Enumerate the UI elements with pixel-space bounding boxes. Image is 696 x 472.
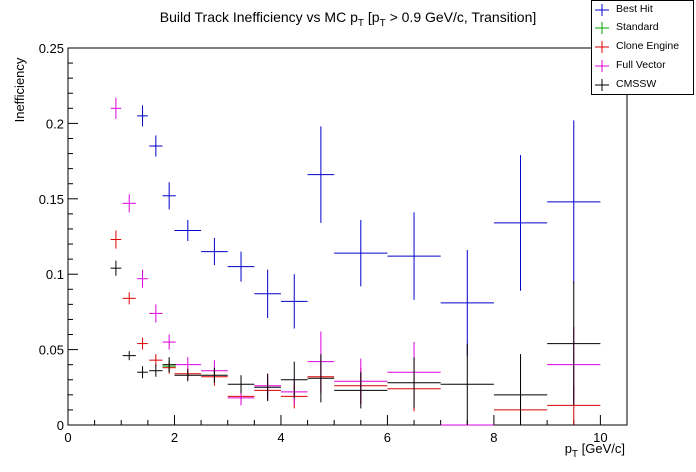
data-point-cmssw bbox=[307, 354, 335, 403]
plot-frame bbox=[67, 47, 628, 426]
data-point-best-hit bbox=[280, 274, 308, 329]
data-point-cmssw bbox=[493, 354, 548, 425]
legend-label-cmssw: CMSSW bbox=[616, 78, 657, 90]
data-point-best-hit bbox=[162, 182, 176, 210]
data-point-best-hit bbox=[493, 155, 548, 291]
data-point-cmssw bbox=[110, 260, 122, 276]
data-point-cmssw bbox=[149, 364, 163, 377]
x-tick-label: 8 bbox=[490, 430, 497, 445]
data-point-cmssw bbox=[334, 372, 388, 409]
data-point-full-vector bbox=[137, 269, 148, 288]
data-point-best-hit bbox=[227, 251, 255, 282]
x-tick-label: 4 bbox=[277, 430, 284, 445]
data-point-cmssw bbox=[387, 357, 441, 409]
data-point-cmssw bbox=[254, 373, 281, 401]
data-point-clone-engine bbox=[110, 230, 122, 249]
y-tick-label: 0.2 bbox=[46, 116, 64, 131]
data-point-best-hit bbox=[334, 219, 388, 287]
data-point-best-hit bbox=[254, 269, 281, 318]
data-point-clone-engine bbox=[137, 337, 148, 350]
legend-entry-clone-engine: Clone Engine bbox=[592, 38, 693, 56]
legend-entry-best-hit: Best Hit bbox=[592, 1, 693, 19]
x-tick-label: 0 bbox=[64, 430, 71, 445]
chart-title: Build Track Inefficiency vs MC pT [pT > … bbox=[160, 9, 537, 29]
legend-entry-standard: Standard bbox=[592, 19, 693, 37]
legend-marker-standard bbox=[595, 22, 609, 34]
data-point-best-hit bbox=[137, 105, 148, 127]
data-point-cmssw bbox=[280, 361, 308, 398]
data-point-cmssw bbox=[122, 351, 136, 361]
legend-entry-full-vector: Full Vector bbox=[592, 57, 693, 75]
legend-marker-clone-engine bbox=[595, 41, 609, 53]
legend-marker-full-vector bbox=[595, 60, 609, 72]
y-axis-label: Inefficiency bbox=[12, 57, 27, 122]
data-point-full-vector bbox=[149, 304, 163, 323]
y-tick-label: 0.05 bbox=[39, 343, 64, 358]
data-point-best-hit bbox=[387, 212, 441, 300]
data-point-cmssw bbox=[227, 375, 255, 394]
legend-marker-cmssw bbox=[595, 79, 609, 91]
data-point-best-hit bbox=[547, 120, 601, 284]
x-tick-label: 6 bbox=[384, 430, 391, 445]
legend: Best Hit Standard Clone Engine Full Vect… bbox=[591, 0, 694, 95]
axes: 0 0.05 0.1 0.15 0.2 0.25 0 2 4 6 8 10 bbox=[39, 41, 628, 445]
data-point-cmssw bbox=[162, 357, 176, 373]
legend-label-best-hit: Best Hit bbox=[616, 3, 653, 15]
data-point-best-hit bbox=[201, 238, 228, 266]
legend-marker-best-hit bbox=[595, 4, 609, 16]
y-tick-label: 0.15 bbox=[39, 192, 64, 207]
data-point-cmssw bbox=[174, 369, 202, 382]
series-best-hit bbox=[137, 105, 601, 356]
y-tick-label: 0.25 bbox=[39, 41, 64, 56]
x-axis-label: pT [GeV/c] bbox=[565, 441, 625, 460]
data-point-full-vector bbox=[122, 194, 136, 213]
data-point-cmssw bbox=[547, 281, 601, 406]
data-point-cmssw bbox=[201, 367, 228, 383]
legend-entry-cmssw: CMSSW bbox=[592, 76, 693, 94]
data-point-cmssw bbox=[137, 366, 148, 379]
x-tick-label: 2 bbox=[171, 430, 178, 445]
data-point-clone-engine bbox=[149, 354, 163, 367]
y-tick-label: 0 bbox=[57, 418, 64, 433]
legend-label-clone-engine: Clone Engine bbox=[616, 40, 680, 52]
y-tick-label: 0.1 bbox=[46, 267, 64, 282]
data-point-clone-engine bbox=[122, 292, 136, 305]
x-tick-label: 10 bbox=[593, 430, 607, 445]
data-point-full-vector bbox=[162, 334, 176, 350]
legend-label-standard: Standard bbox=[616, 21, 659, 33]
data-point-best-hit bbox=[149, 135, 163, 157]
legend-label-full-vector: Full Vector bbox=[616, 59, 666, 71]
data-point-cmssw bbox=[440, 343, 494, 425]
series-layer bbox=[110, 97, 601, 426]
data-point-best-hit bbox=[307, 126, 335, 223]
data-point-best-hit bbox=[174, 219, 202, 242]
data-point-best-hit bbox=[440, 250, 494, 356]
series-cmssw bbox=[110, 260, 601, 425]
data-point-full-vector bbox=[110, 97, 122, 119]
